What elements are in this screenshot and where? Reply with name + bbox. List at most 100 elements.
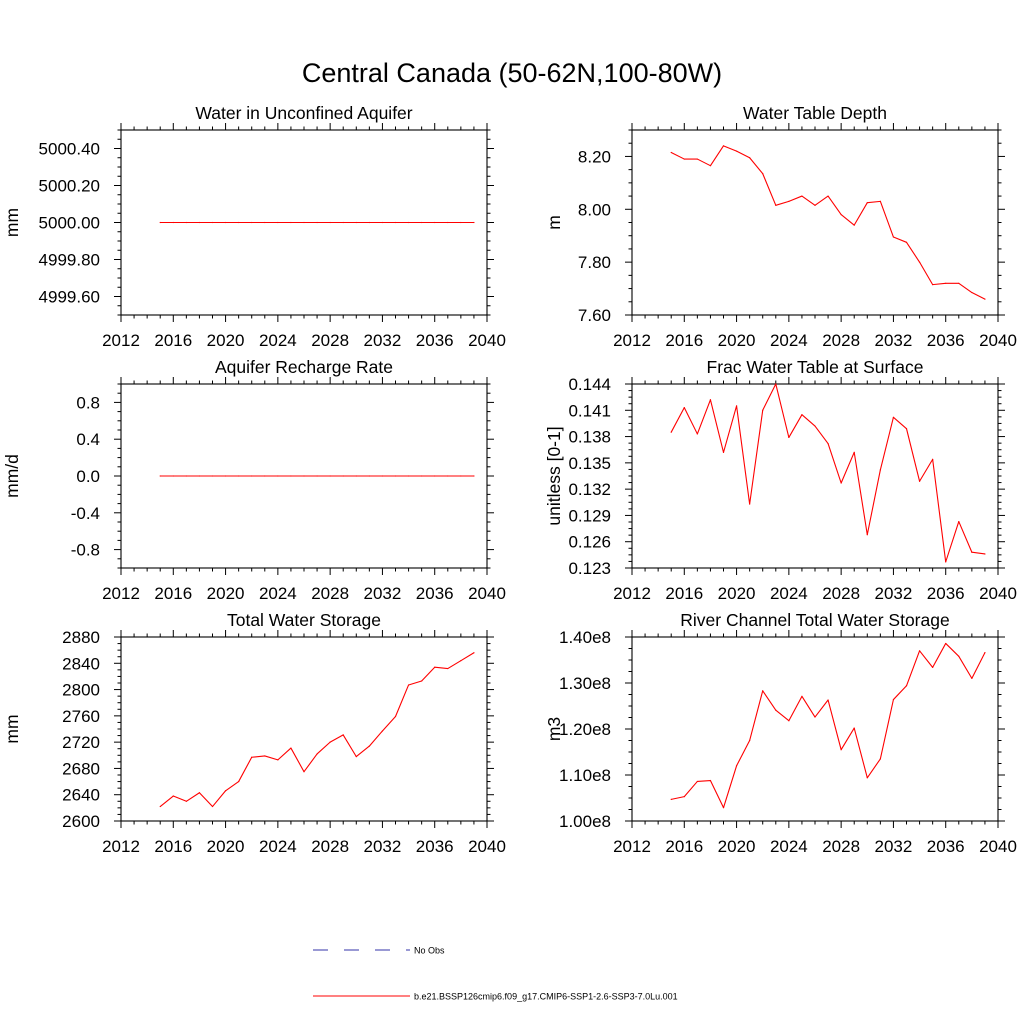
data-point — [775, 709, 777, 711]
y-tick-label: 7.80 — [578, 253, 611, 272]
x-tick-label: 2024 — [770, 584, 808, 603]
x-tick-label: 2028 — [822, 837, 860, 856]
x-tick-label: 2032 — [875, 331, 913, 350]
data-point — [801, 695, 803, 697]
panel-title: River Channel Total Water Storage — [680, 610, 949, 630]
plot-frame — [120, 636, 488, 822]
data-point — [460, 475, 462, 477]
data-point — [394, 715, 397, 718]
x-tick-label: 2040 — [979, 331, 1017, 350]
y-axis-label: m3 — [544, 717, 564, 741]
x-tick-label: 2020 — [718, 331, 756, 350]
data-point — [224, 221, 227, 224]
data-point — [211, 221, 214, 224]
x-tick-label: 2028 — [822, 584, 860, 603]
data-point — [696, 780, 698, 783]
data-point — [434, 475, 436, 477]
data-point — [735, 405, 738, 407]
y-tick-label: 0.132 — [568, 480, 611, 499]
data-point — [866, 202, 868, 204]
x-tick-label: 2032 — [364, 331, 402, 350]
panel-4: Frac Water Table at Surface 2012 2016 2020 2… — [544, 357, 1017, 603]
x-tick-label: 2024 — [259, 837, 297, 856]
data-point — [696, 158, 698, 160]
data-point — [251, 756, 253, 758]
data-point — [316, 475, 318, 477]
data-point — [185, 221, 187, 224]
data-point — [251, 475, 253, 477]
x-tick-label: 2036 — [416, 837, 454, 856]
y-tick-label: 0.123 — [568, 559, 611, 578]
x-tick-label: 2016 — [154, 837, 192, 856]
x-tick-label: 2040 — [979, 837, 1017, 856]
x-tick-label: 2020 — [718, 584, 756, 603]
data-point — [224, 790, 227, 792]
data-point — [827, 442, 829, 445]
data-point — [905, 685, 908, 687]
data-point — [696, 433, 698, 435]
data-point — [958, 655, 960, 657]
data-point — [407, 475, 410, 477]
data-point — [172, 221, 174, 224]
y-tick-label: 8.00 — [578, 200, 611, 219]
panel-title: Aquifer Recharge Rate — [215, 357, 393, 377]
x-tick-label: 2040 — [468, 584, 506, 603]
data-point — [303, 771, 305, 773]
data-point — [329, 221, 331, 224]
data-point — [264, 755, 266, 757]
series-line — [670, 383, 986, 563]
data-point — [971, 551, 973, 553]
data-point — [224, 475, 227, 477]
data-point — [670, 151, 672, 154]
panel-2: Water Table Depth 2012 2016 2020 2024 2028 203… — [544, 103, 1017, 350]
data-point — [840, 213, 842, 216]
data-point — [198, 221, 201, 224]
x-tick-label: 2024 — [259, 331, 297, 350]
legend: No Obs b.e21.BSSP126cmip6.f09_g17.CMIP6-S… — [313, 946, 678, 1002]
data-point — [932, 458, 934, 460]
data-point — [381, 730, 384, 732]
data-point — [264, 221, 266, 224]
x-tick-label: 2040 — [979, 584, 1017, 603]
data-point — [447, 475, 449, 477]
x-tick-label: 2040 — [468, 331, 506, 350]
data-point — [434, 666, 436, 668]
x-tick-label: 2036 — [416, 584, 454, 603]
y-axis-label: mm — [2, 208, 22, 237]
panel-3: Aquifer Recharge Rate 2012 2016 2020 2024 202… — [2, 357, 506, 603]
data-point — [945, 282, 947, 284]
y-tick-label: 0.0 — [76, 467, 100, 486]
data-point — [251, 221, 253, 224]
x-tick-label: 2036 — [416, 331, 454, 350]
y-tick-label: 2880 — [62, 628, 100, 647]
data-point — [945, 561, 947, 563]
data-point — [775, 204, 777, 206]
data-point — [735, 150, 738, 152]
data-point — [238, 475, 240, 477]
legend-label: No Obs — [414, 946, 445, 956]
data-point — [814, 716, 816, 718]
data-point — [303, 475, 305, 477]
x-tick-label: 2012 — [613, 837, 651, 856]
data-point — [460, 221, 462, 224]
data-point — [801, 195, 803, 197]
data-point — [159, 221, 161, 224]
data-point — [407, 221, 410, 224]
data-point — [945, 642, 947, 645]
y-tick-label: -0.4 — [71, 504, 100, 523]
x-tick-label: 2020 — [207, 837, 245, 856]
data-point — [892, 416, 895, 418]
y-tick-label: 1.20e8 — [559, 720, 611, 739]
data-point — [211, 805, 214, 808]
y-tick-label: 2760 — [62, 707, 100, 726]
data-point — [421, 221, 423, 224]
data-point — [381, 475, 384, 477]
data-point — [840, 749, 842, 751]
data-point — [355, 756, 357, 758]
y-tick-label: 5000.20 — [39, 177, 100, 196]
y-tick-label: 0.138 — [568, 428, 611, 447]
y-tick-label: 5000.40 — [39, 140, 100, 159]
data-point — [762, 409, 764, 411]
data-point — [749, 503, 751, 505]
panel-6: River Channel Total Water Storage 2012 201… — [544, 610, 1017, 856]
